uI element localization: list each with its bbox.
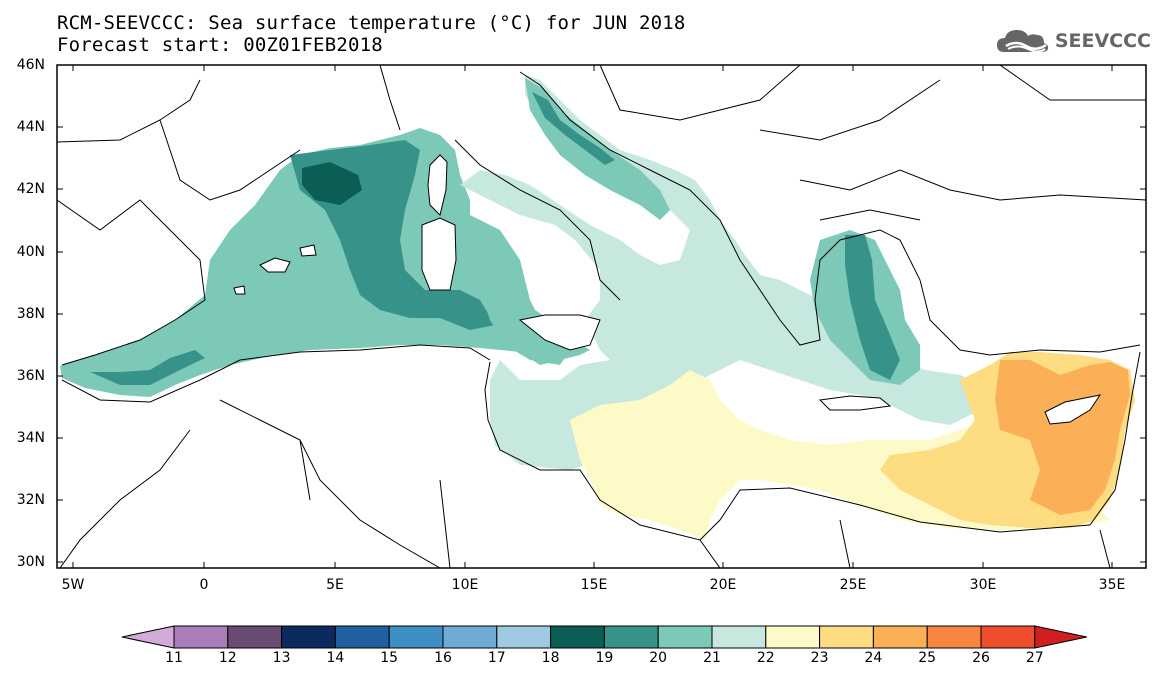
sicily xyxy=(518,314,601,351)
colorbar-label: 27 xyxy=(1025,650,1044,666)
colorbar-swatch xyxy=(765,625,821,649)
colorbar xyxy=(121,625,1087,649)
colorbar-swatch xyxy=(227,625,283,649)
colorbar-swatch xyxy=(980,625,1036,649)
seevccc-logo: SEEVCCC xyxy=(996,26,1151,56)
balearic-islands xyxy=(233,244,317,295)
colorbar-swatch xyxy=(281,625,336,649)
lon-label: 35E xyxy=(1098,577,1126,593)
colorbar-label: 13 xyxy=(272,650,291,666)
colorbar-swatch xyxy=(173,625,229,649)
central-basin-sst xyxy=(460,75,990,470)
lat-label: 44N xyxy=(16,119,45,135)
map-title: RCM-SEEVCCC: Sea surface temperature (°C… xyxy=(57,12,686,34)
lat-label: 38N xyxy=(16,306,45,322)
lat-label: 46N xyxy=(16,57,45,73)
colorbar-swatch xyxy=(657,625,713,649)
map-subtitle: Forecast start: 00Z01FEB2018 xyxy=(57,34,383,56)
crete xyxy=(818,395,892,411)
colorbar-min-arrow xyxy=(121,625,175,649)
colorbar-swatch xyxy=(872,625,928,649)
colorbar-max-arrow xyxy=(1034,625,1087,649)
axis-ticks xyxy=(57,64,1146,568)
colorbar-swatch xyxy=(442,625,498,649)
colorbar-swatch xyxy=(819,625,874,649)
lon-label: 5W xyxy=(61,577,85,593)
lat-label: 32N xyxy=(16,492,45,508)
lat-label: 36N xyxy=(16,368,45,384)
colorbar-label: 17 xyxy=(487,650,506,666)
colorbar-label: 25 xyxy=(918,650,937,666)
lat-label: 30N xyxy=(16,554,45,570)
coastlines xyxy=(57,65,1146,568)
colorbar-label: 11 xyxy=(165,650,183,666)
cloud-icon xyxy=(996,30,1048,53)
aegean-dark-sst xyxy=(845,235,900,380)
lon-label: 25E xyxy=(839,577,867,593)
western-basin-sst xyxy=(60,128,590,397)
colorbar-swatch xyxy=(388,625,444,649)
colorbar-swatch xyxy=(550,625,605,649)
colorbar-label: 26 xyxy=(972,650,990,666)
colorbar-label: 20 xyxy=(649,650,668,666)
colorbar-label: 21 xyxy=(703,650,721,666)
colorbar-label: 24 xyxy=(864,650,883,666)
colorbar-label: 22 xyxy=(756,650,775,666)
lon-label: 15E xyxy=(580,577,608,593)
colorbar-swatch xyxy=(926,625,982,649)
colorbar-label: 15 xyxy=(380,650,399,666)
colorbar-label: 14 xyxy=(326,650,345,666)
sardinia xyxy=(421,217,457,291)
alboran-dark-sst xyxy=(90,350,205,385)
lon-label: 30E xyxy=(969,577,997,593)
map-frame xyxy=(56,64,1147,569)
corsica xyxy=(427,154,448,216)
lon-label: 10E xyxy=(451,577,479,593)
colorbar-swatch xyxy=(496,625,552,649)
colorbar-label: 23 xyxy=(810,650,829,666)
lat-label: 40N xyxy=(16,244,45,260)
lon-label: 0 xyxy=(199,577,209,593)
colorbar-label: 16 xyxy=(434,650,452,666)
logo-text: SEEVCCC xyxy=(1054,30,1151,52)
sst-field xyxy=(57,65,1146,568)
colorbar-label: 12 xyxy=(218,650,237,666)
colorbar-swatch xyxy=(711,625,767,649)
colorbar-label: 19 xyxy=(595,650,614,666)
tyrrhenian-teal-sst xyxy=(470,215,570,365)
ligurian-core-sst xyxy=(302,162,362,205)
colorbar-swatch xyxy=(603,625,659,649)
lat-label: 42N xyxy=(16,181,45,197)
lon-label: 5E xyxy=(326,577,344,593)
colorbar-label: 18 xyxy=(541,650,560,666)
colorbar-swatch xyxy=(334,625,390,649)
cyprus xyxy=(1044,394,1102,425)
lat-label: 34N xyxy=(16,430,45,446)
lon-label: 20E xyxy=(709,577,737,593)
adriatic-north-sst xyxy=(532,92,615,165)
